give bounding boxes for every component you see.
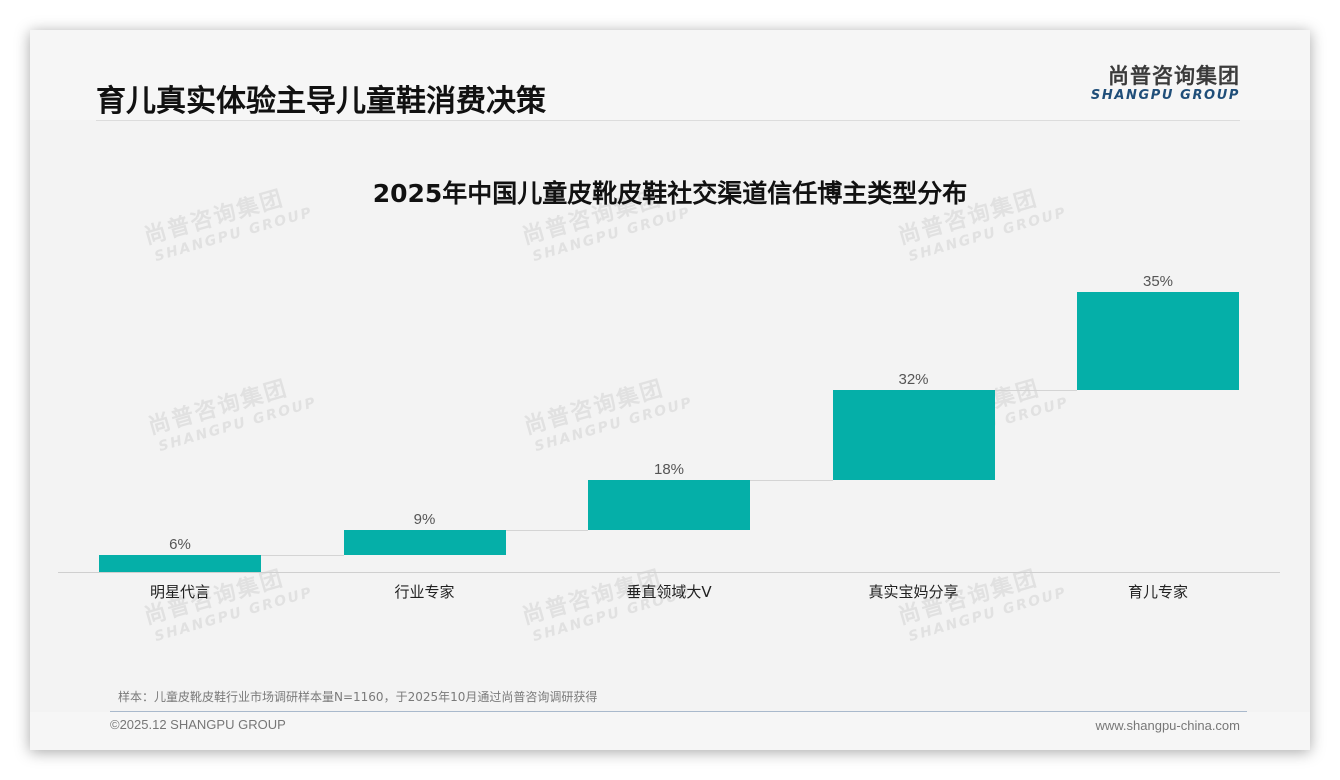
connector-line — [261, 555, 344, 557]
footer-divider — [110, 711, 1247, 712]
website-link[interactable]: www.shangpu-china.com — [1095, 718, 1240, 733]
bar-value-label: 6% — [169, 536, 191, 554]
category-label: 真实宝妈分享 — [868, 583, 959, 601]
bar-value-label: 18% — [653, 460, 685, 478]
logo-chinese-text: 尚普咨询集团 — [1108, 64, 1240, 88]
chart-title: 2025年中国儿童皮靴皮鞋社交渠道信任博主类型分布 — [372, 179, 968, 208]
header-band — [30, 30, 1310, 120]
logo-english-text: SHANGPU GROUP — [1090, 88, 1240, 103]
connector-line — [505, 530, 588, 531]
bar-value-label: 35% — [1142, 273, 1174, 290]
page-title: 育儿真实体验主导儿童鞋消费决策 — [96, 84, 546, 119]
bar-4 — [1077, 292, 1239, 390]
connector-line — [994, 390, 1077, 391]
category-label: 育儿专家 — [1127, 583, 1188, 601]
bar-value-label: 9% — [413, 511, 436, 528]
bar-2 — [588, 479, 750, 530]
footer-band — [30, 712, 1310, 750]
bar-0 — [99, 555, 261, 572]
connector-line — [750, 479, 833, 481]
category-label: 行业专家 — [394, 583, 455, 601]
bar-3 — [832, 390, 995, 480]
copyright-text: ©2025.12 SHANGPU GROUP — [110, 717, 286, 732]
category-label: 明星代言 — [149, 583, 210, 601]
slide: 育儿真实体验主导儿童鞋消费决策 尚普咨询集团 SHANGPU GROUP 尚普咨… — [30, 30, 1310, 750]
sample-note: 样本：儿童皮靴皮鞋行业市场调研样本量N=1160，于2025年10月通过尚普咨询… — [118, 690, 598, 704]
waterfall-chart: 6% 明星代言 9% 行业专家 18% 垂直领域大V 32% 真实宝妈分享 35% 育儿专家 — [30, 30, 1310, 750]
category-label: 垂直领域大V — [626, 583, 712, 601]
title-divider — [96, 120, 1240, 121]
x-axis-line — [58, 572, 1280, 573]
company-logo: 尚普咨询集团 SHANGPU GROUP — [1088, 64, 1240, 104]
bar-1 — [343, 530, 506, 556]
bar-value-label: 32% — [898, 371, 929, 388]
